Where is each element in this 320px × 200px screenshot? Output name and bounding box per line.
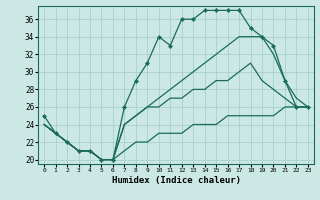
X-axis label: Humidex (Indice chaleur): Humidex (Indice chaleur) xyxy=(111,176,241,185)
